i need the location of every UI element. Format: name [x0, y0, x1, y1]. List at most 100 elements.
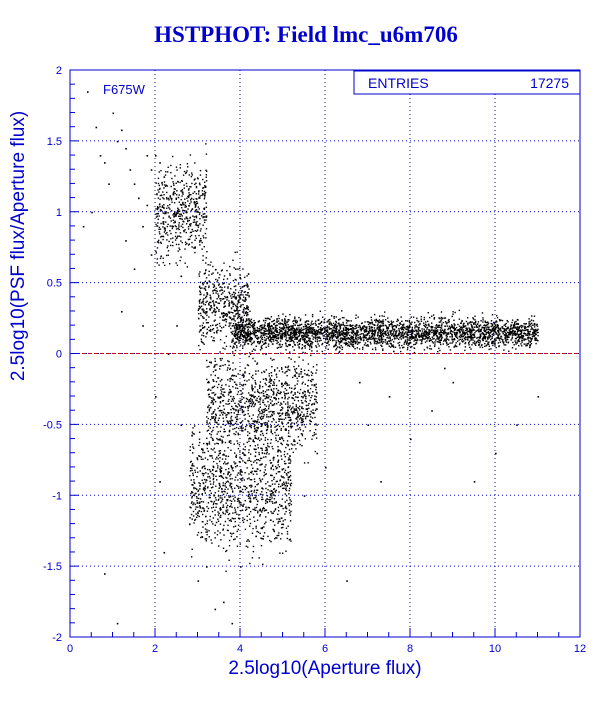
density-point	[428, 328, 430, 331]
density-point	[279, 392, 281, 395]
density-point	[175, 198, 177, 200]
density-point	[530, 340, 533, 342]
density-point	[535, 339, 538, 341]
density-point	[293, 410, 295, 412]
density-point	[241, 398, 243, 401]
density-point	[280, 409, 282, 411]
density-point	[289, 329, 292, 331]
density-point	[322, 337, 325, 340]
density-point	[177, 227, 179, 230]
density-point	[457, 323, 459, 326]
density-point	[445, 339, 448, 341]
density-point	[229, 324, 231, 326]
density-point	[275, 429, 278, 431]
density-point	[496, 333, 498, 335]
density-point	[413, 330, 416, 333]
density-point	[411, 329, 414, 331]
density-point	[209, 418, 212, 421]
data-point-18	[91, 211, 93, 214]
density-point	[359, 338, 362, 341]
density-point	[165, 233, 167, 235]
density-point	[198, 190, 200, 192]
density-point	[205, 237, 207, 239]
density-point	[187, 166, 189, 168]
density-point	[222, 393, 224, 396]
density-point	[460, 326, 462, 328]
density-point	[447, 343, 450, 346]
density-band-2	[231, 309, 539, 355]
density-point	[333, 315, 335, 318]
data-point-16	[163, 176, 166, 178]
density-point	[324, 341, 326, 343]
density-point	[533, 334, 536, 337]
density-point	[268, 323, 270, 326]
density-point	[300, 327, 303, 329]
density-point	[376, 341, 379, 344]
density-point	[518, 327, 520, 329]
density-point	[301, 433, 304, 435]
density-point	[401, 320, 403, 322]
density-point	[162, 261, 164, 264]
density-point	[511, 347, 514, 349]
density-point	[220, 270, 223, 272]
density-point	[243, 296, 245, 298]
density-point	[527, 342, 530, 344]
data-point-5	[116, 140, 119, 143]
density-point	[464, 332, 467, 334]
density-point	[273, 388, 275, 390]
density-point	[281, 333, 284, 335]
density-point	[284, 397, 286, 400]
density-point	[257, 329, 259, 332]
density-point	[265, 405, 268, 407]
density-point	[344, 337, 346, 339]
data-point-68	[167, 197, 170, 200]
density-point	[167, 250, 170, 252]
density-point	[368, 337, 371, 340]
density-point	[288, 416, 291, 419]
density-point	[285, 327, 287, 329]
density-point	[431, 341, 434, 343]
density-point	[241, 408, 243, 411]
density-point	[505, 322, 507, 325]
density-point	[300, 323, 303, 326]
density-point	[257, 321, 260, 323]
density-point	[416, 330, 418, 332]
density-point	[247, 409, 249, 412]
density-point	[521, 337, 524, 339]
density-point	[288, 326, 290, 329]
density-point	[355, 338, 357, 340]
density-point	[311, 372, 314, 374]
density-point	[195, 215, 198, 217]
density-point	[330, 328, 332, 330]
density-point	[273, 397, 276, 400]
density-point	[272, 328, 275, 330]
density-point	[189, 154, 192, 156]
density-point	[533, 329, 535, 331]
density-point	[234, 335, 237, 338]
density-point	[303, 341, 306, 343]
density-point	[280, 451, 282, 453]
density-point	[422, 322, 425, 324]
density-point	[211, 417, 213, 419]
density-point	[278, 418, 280, 420]
density-point	[222, 314, 225, 317]
density-point	[439, 333, 441, 336]
density-point	[308, 337, 310, 340]
density-point	[246, 336, 249, 339]
density-point	[214, 394, 216, 396]
density-point	[341, 337, 344, 339]
density-point	[340, 324, 342, 326]
density-point	[303, 395, 306, 397]
density-point	[426, 332, 429, 334]
density-point	[328, 326, 330, 328]
density-point	[286, 392, 288, 395]
density-point	[326, 338, 329, 341]
density-point	[271, 329, 273, 331]
density-point	[475, 342, 477, 344]
density-point	[336, 336, 338, 338]
density-point	[273, 332, 276, 335]
density-point	[525, 329, 528, 331]
density-point	[511, 334, 514, 336]
density-point	[406, 333, 408, 336]
density-point	[479, 342, 481, 344]
